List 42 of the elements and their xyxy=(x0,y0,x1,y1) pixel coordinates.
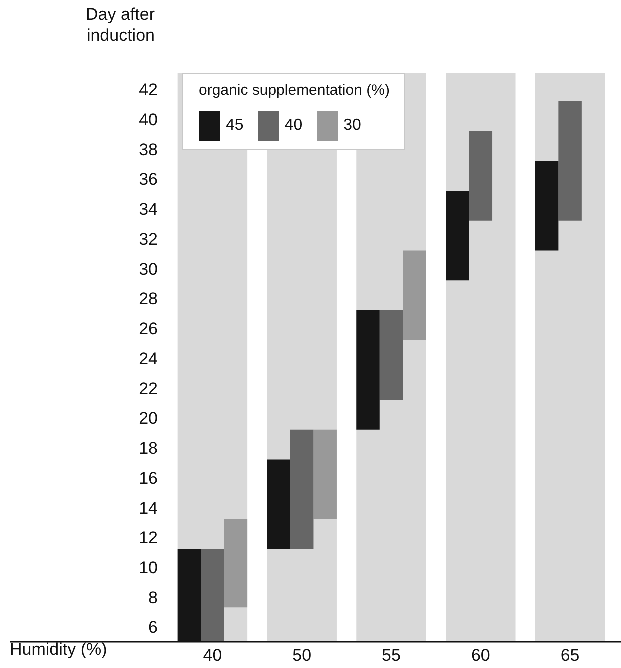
y-tick-label: 32 xyxy=(139,230,158,249)
bar xyxy=(267,460,290,550)
y-tick-label: 14 xyxy=(139,498,158,518)
x-tick-label: 55 xyxy=(382,646,401,665)
y-tick-label: 34 xyxy=(139,200,158,220)
y-tick-label: 16 xyxy=(139,468,158,488)
bar xyxy=(314,430,337,520)
y-tick-label: 8 xyxy=(148,588,158,608)
y-tick-label: 20 xyxy=(139,409,158,428)
y-tick-label: 40 xyxy=(139,110,158,130)
y-tick-label: 10 xyxy=(139,558,158,578)
bar xyxy=(356,310,380,430)
y-tick-label: 42 xyxy=(139,80,158,100)
bar xyxy=(201,549,224,642)
bar xyxy=(380,310,404,400)
bar xyxy=(446,190,470,281)
x-tick-label: 65 xyxy=(560,646,580,665)
y-tick-label: 38 xyxy=(139,140,158,160)
x-tick-label: 50 xyxy=(292,646,312,665)
bar xyxy=(535,161,559,251)
y-tick-label: 6 xyxy=(148,618,158,638)
y-tick-label: 30 xyxy=(139,260,158,279)
legend-label: 30 xyxy=(344,117,362,135)
bar xyxy=(558,101,582,221)
y-tick-label: 22 xyxy=(139,379,158,398)
bar xyxy=(290,430,314,550)
bar xyxy=(469,131,493,221)
y-tick-label: 36 xyxy=(139,170,158,190)
y-tick-label: 12 xyxy=(139,528,158,548)
x-tick-label: 40 xyxy=(203,646,222,665)
y-tick-label: 24 xyxy=(139,349,158,368)
legend-label: 45 xyxy=(226,117,244,135)
x-axis-title: Humidity (%) xyxy=(10,640,108,660)
y-tick-label: 28 xyxy=(139,290,158,309)
bar xyxy=(224,520,248,608)
x-tick-label: 60 xyxy=(471,646,490,665)
bar xyxy=(403,250,426,340)
legend-title: organic supplementation (%) xyxy=(199,82,390,99)
y-tick-label: 26 xyxy=(139,320,158,339)
y-axis-title: Day after induction xyxy=(85,4,155,46)
y-tick-label: 18 xyxy=(139,439,158,458)
legend-label: 40 xyxy=(284,117,303,135)
